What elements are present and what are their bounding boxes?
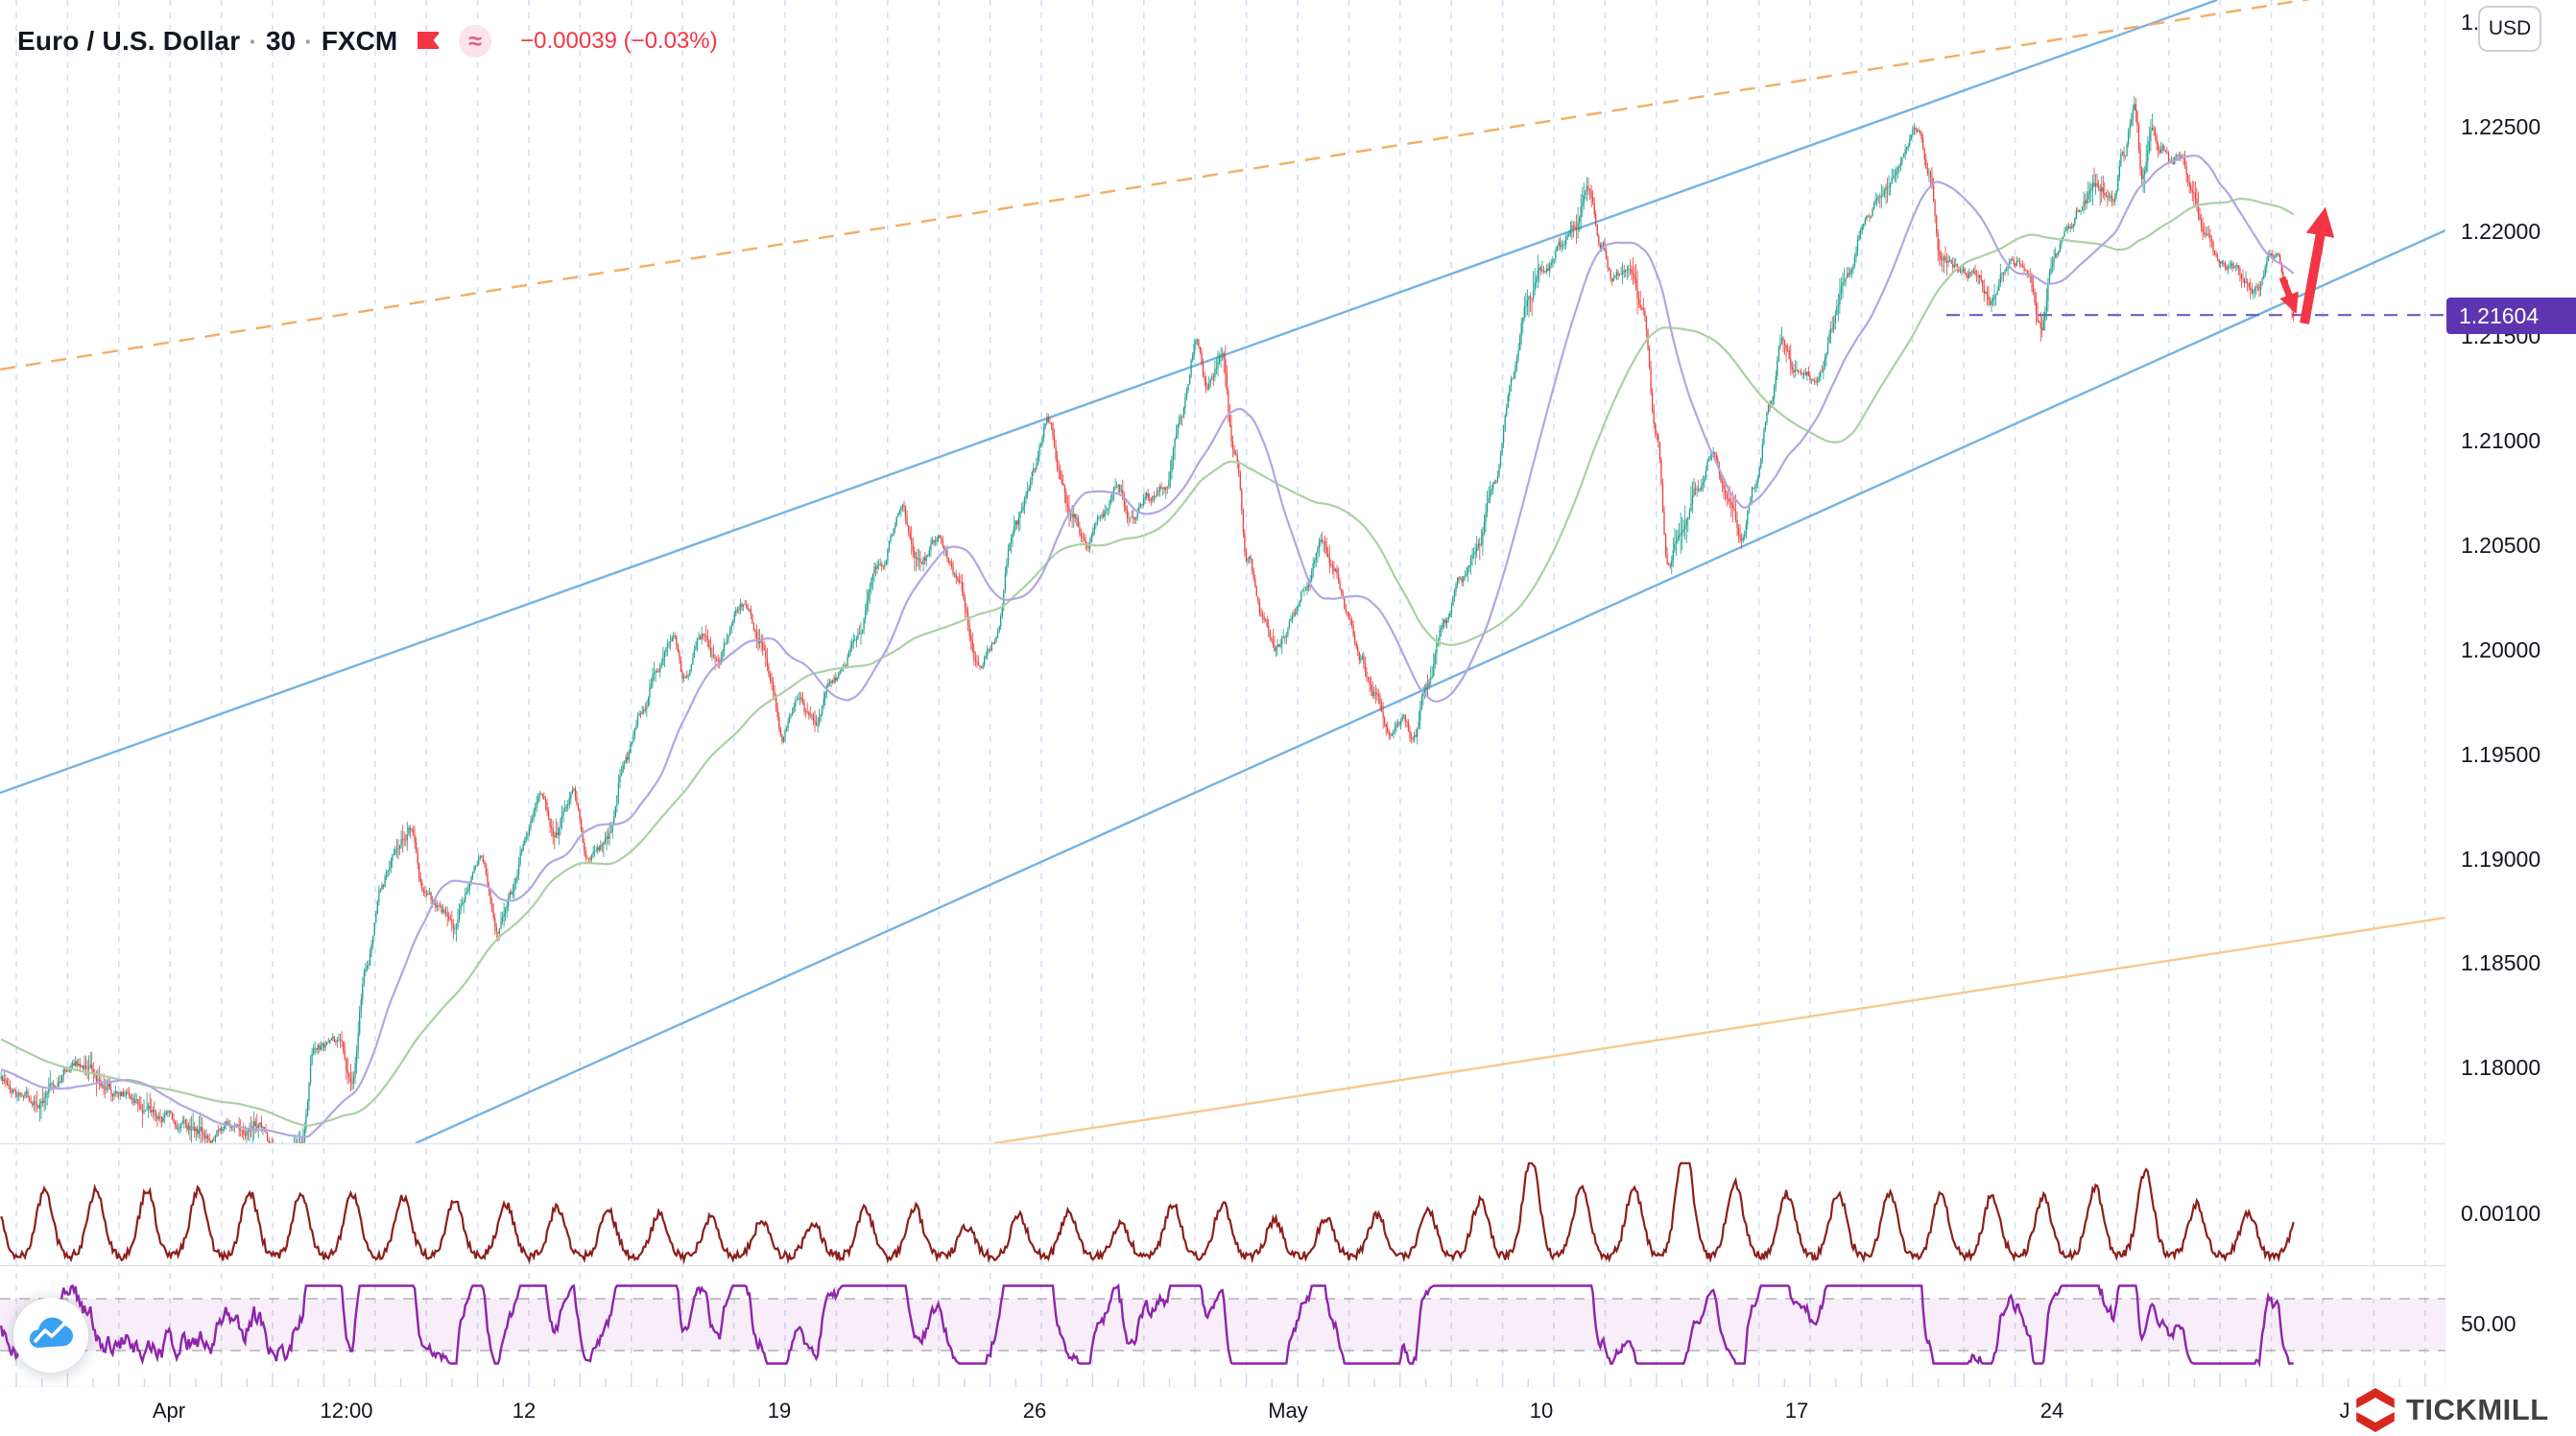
separator-dot: · <box>304 26 313 56</box>
time-axis-label: 12:00 <box>320 1399 373 1423</box>
orange-dashed-trendline[interactable] <box>0 0 2351 371</box>
symbol-legend[interactable]: Euro / U.S. Dollar · 30 · FXCM ≈ −0.0003… <box>17 25 718 58</box>
up-candle-wicks <box>0 95 2278 1143</box>
upper-channel-line[interactable] <box>0 0 2218 795</box>
publisher-avatar[interactable] <box>13 1298 88 1373</box>
price-axis-label: 1.20000 <box>2461 636 2541 662</box>
market-status-badge[interactable]: ≈ <box>459 25 492 58</box>
rsi-band-fill <box>0 1299 2445 1351</box>
flag-icon[interactable] <box>413 26 443 57</box>
small-down-arrow[interactable] <box>2278 275 2299 314</box>
cloud-chart-icon <box>29 1317 74 1348</box>
price-axis[interactable]: 1.230001.225001.220001.215001.210001.205… <box>2445 0 2576 1387</box>
time-axis-label: 26 <box>1022 1399 1047 1423</box>
price-axis-label: 1.20500 <box>2461 532 2541 558</box>
trendline-drawings[interactable] <box>0 0 2445 1143</box>
status-symbol: ≈ <box>468 27 482 55</box>
red-arrow-annotations[interactable] <box>2278 206 2335 324</box>
time-axis-label: Apr <box>152 1399 186 1423</box>
price-change-text: −0.00039 (−0.03%) <box>520 28 718 54</box>
time-axis[interactable]: Apr 12:00 12 19 26 May 10 17 24 J <box>0 1387 2576 1436</box>
tickmill-icon <box>2356 1388 2395 1432</box>
price-axis-label: 1.18000 <box>2461 1055 2541 1081</box>
price-axis-label: 1.21000 <box>2461 427 2541 453</box>
slow-sma-line <box>0 197 2295 1127</box>
price-axis-label: 1.19500 <box>2461 741 2541 767</box>
time-axis-label: J <box>2339 1399 2350 1423</box>
time-axis-label: 19 <box>767 1399 792 1423</box>
separator-dot: · <box>249 26 257 56</box>
time-axis-label: 24 <box>2039 1399 2064 1423</box>
rsi-overbought-oversold-band <box>0 1298 2445 1352</box>
tickmill-wordmark: TICKMILL <box>2406 1393 2549 1426</box>
tickmill-logo[interactable]: TICKMILL <box>2353 1386 2549 1434</box>
time-axis-label: May <box>1268 1399 1308 1423</box>
price-axis-label: 1.22500 <box>2461 114 2541 139</box>
time-axis-minor-ticks <box>15 1378 2426 1387</box>
vertical-day-gridlines <box>15 0 2426 1387</box>
candlestick-series <box>0 95 2295 1143</box>
currency-toggle-button[interactable]: USD <box>2478 6 2541 52</box>
orange-solid-trendline[interactable] <box>993 916 2445 1143</box>
rsi-indicator-line <box>0 1282 2294 1368</box>
price-axis-label: 1.18500 <box>2461 950 2541 976</box>
time-axis-label: 17 <box>1784 1399 1809 1423</box>
exchange-label[interactable]: FXCM <box>321 26 398 56</box>
moving-averages <box>0 155 2295 1138</box>
big-up-arrow[interactable] <box>2300 206 2335 324</box>
indicator-axis-label: 50.00 <box>2461 1311 2516 1336</box>
up-candle-bodies <box>0 104 2278 1143</box>
indicator-axis-label: 0.00100 <box>2461 1201 2541 1226</box>
time-axis-label: 12 <box>512 1399 537 1423</box>
fast-sma-line <box>0 155 2295 1138</box>
symbol-title[interactable]: Euro / U.S. Dollar <box>17 26 241 56</box>
interval-label[interactable]: 30 <box>265 26 297 56</box>
last-price-label: 1.21604 <box>2446 298 2576 334</box>
atr-indicator-line <box>0 1161 2295 1265</box>
time-axis-label: 10 <box>1529 1399 1554 1423</box>
price-axis-label: 1.19000 <box>2461 846 2541 872</box>
price-axis-label: 1.22000 <box>2461 218 2541 244</box>
down-candle-bodies <box>2 104 2295 1143</box>
